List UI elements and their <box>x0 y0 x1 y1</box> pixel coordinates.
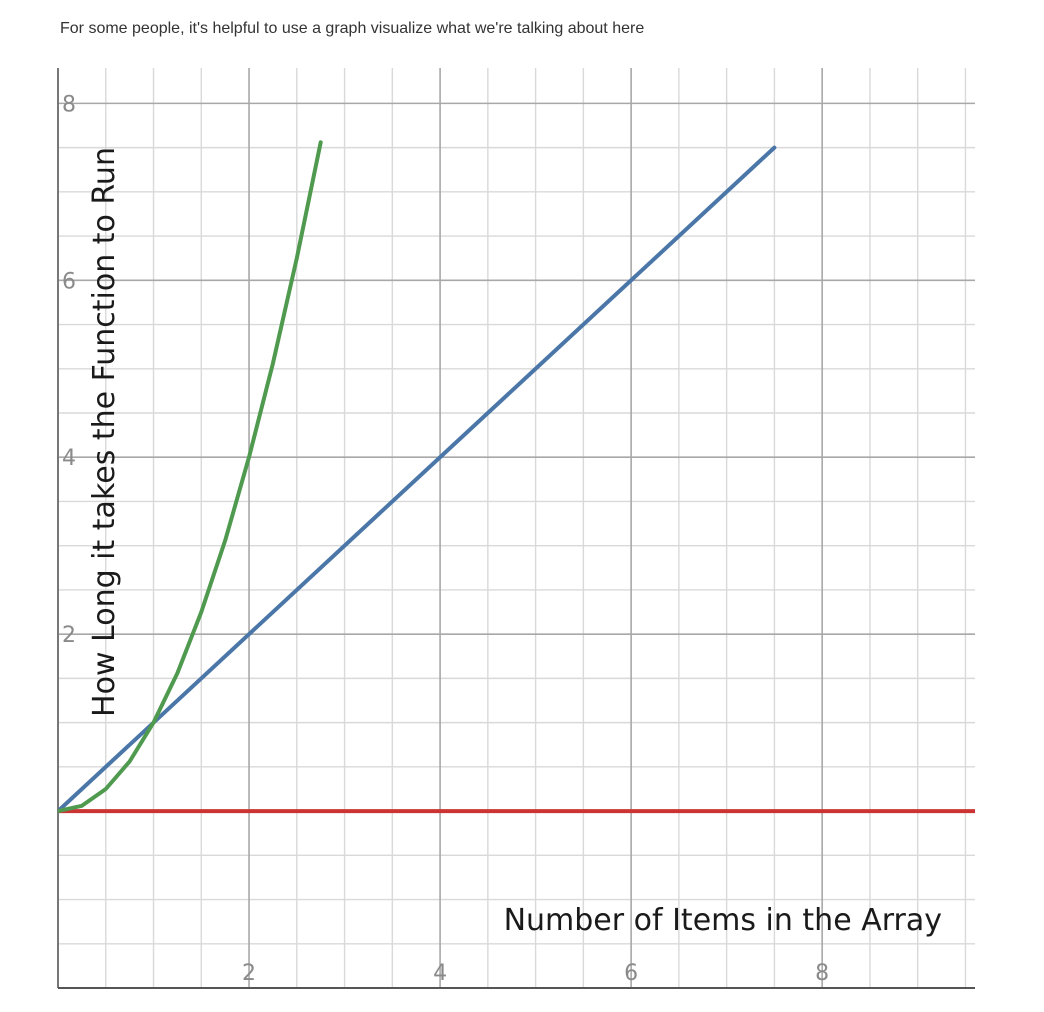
series-layer <box>58 140 975 814</box>
tick-labels: 2 4 6 8 2 4 6 8 <box>62 92 829 986</box>
grid-major <box>57 68 975 989</box>
x-tick-label: 2 <box>242 961 256 986</box>
y-tick-label: 2 <box>62 623 76 648</box>
x-tick-label: 6 <box>624 961 638 986</box>
grid-minor <box>58 68 975 988</box>
series-line-2 <box>58 145 777 814</box>
chart-caption: For some people, it's helpful to use a g… <box>60 20 645 37</box>
x-tick-label: 8 <box>815 961 829 986</box>
y-tick-label: 6 <box>62 269 76 294</box>
x-tick-label: 4 <box>433 961 447 986</box>
y-axis-title: How Long it takes the Function to Run <box>87 147 122 717</box>
series-line-3 <box>58 140 323 814</box>
y-tick-label: 4 <box>62 446 76 471</box>
y-tick-label: 8 <box>62 92 76 117</box>
x-axis-title: Number of Items in the Array <box>504 903 942 938</box>
